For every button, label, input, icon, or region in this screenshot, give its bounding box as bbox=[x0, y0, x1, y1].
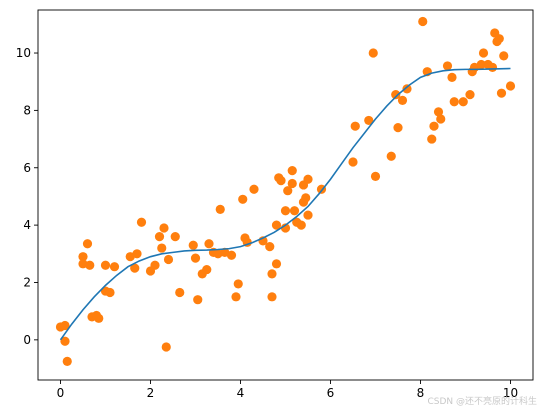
scatter-point bbox=[458, 97, 468, 107]
scatter-point bbox=[449, 97, 459, 107]
scatter-point bbox=[154, 231, 165, 242]
scatter-point bbox=[301, 193, 311, 203]
plot-area bbox=[55, 16, 516, 366]
scatter-point bbox=[442, 61, 453, 71]
y-tick-label: 2 bbox=[23, 275, 31, 289]
scatter-point bbox=[391, 90, 401, 100]
x-tick-label: 0 bbox=[57, 386, 65, 400]
watermark: CSDN @还不亮原的计科生 bbox=[427, 397, 537, 407]
scatter-point bbox=[303, 210, 313, 220]
scatter-point bbox=[231, 292, 241, 302]
axes-frame bbox=[37, 9, 534, 381]
scatter-point bbox=[130, 263, 140, 273]
scatter-point bbox=[494, 34, 504, 44]
scatter-point bbox=[100, 260, 111, 270]
scatter-point bbox=[418, 16, 428, 27]
scatter-point bbox=[78, 252, 88, 262]
scatter-point bbox=[190, 253, 201, 263]
scatter-point bbox=[159, 223, 169, 233]
scatter-point bbox=[267, 292, 277, 302]
y-tick-label: 10 bbox=[16, 46, 31, 60]
scatter-point bbox=[267, 269, 277, 279]
scatter-point bbox=[150, 260, 160, 270]
scatter-point bbox=[202, 264, 212, 275]
fitted-line bbox=[59, 67, 511, 341]
scatter-point bbox=[370, 171, 381, 181]
scatter-point bbox=[402, 84, 412, 94]
x-tick-label: 10 bbox=[503, 386, 518, 400]
scatter-point bbox=[350, 121, 360, 131]
scatter-point bbox=[465, 90, 475, 100]
scatter-point bbox=[476, 59, 486, 70]
scatter-point bbox=[348, 157, 358, 167]
scatter-point bbox=[265, 242, 275, 252]
scatter-point bbox=[175, 287, 185, 298]
scatter-point bbox=[132, 249, 142, 259]
scatter-point bbox=[136, 217, 147, 227]
scatter-point bbox=[505, 81, 516, 91]
scatter-point bbox=[303, 174, 313, 184]
scatter-point bbox=[271, 259, 282, 269]
scatter-point bbox=[94, 313, 104, 323]
scatter-point bbox=[436, 114, 446, 124]
scatter-point bbox=[429, 121, 439, 131]
scatter-point bbox=[163, 254, 174, 265]
scatter-point bbox=[276, 176, 286, 186]
scatter-point bbox=[226, 250, 237, 260]
scatter-point bbox=[215, 204, 225, 214]
scatter-point bbox=[364, 115, 374, 126]
scatter-point bbox=[85, 260, 95, 270]
scatter-point bbox=[82, 239, 93, 249]
scatter-point bbox=[397, 95, 408, 105]
y-tick-label: 0 bbox=[23, 333, 31, 347]
x-tick-label: 6 bbox=[327, 386, 335, 400]
x-tick-label: 4 bbox=[237, 386, 245, 400]
scatter-point bbox=[62, 356, 72, 366]
scatter-point bbox=[233, 279, 243, 289]
scatter-point bbox=[287, 178, 297, 189]
scatter-point bbox=[161, 342, 171, 352]
scatter-point bbox=[393, 122, 403, 133]
scatter-point bbox=[60, 320, 70, 331]
y-tick-label: 6 bbox=[23, 161, 31, 175]
series-group bbox=[55, 16, 516, 366]
scatter-point bbox=[60, 336, 70, 346]
scatter-point bbox=[105, 287, 115, 298]
scatter-point bbox=[289, 206, 300, 216]
scatter-point bbox=[427, 134, 437, 144]
scatter-point bbox=[157, 243, 167, 253]
y-tick-label: 4 bbox=[23, 218, 31, 232]
scatter-point bbox=[271, 220, 282, 230]
scatter-point bbox=[249, 184, 259, 194]
scatter-point bbox=[283, 186, 293, 196]
scatter-point bbox=[170, 231, 180, 242]
scatter-point bbox=[478, 48, 489, 58]
scatter-point bbox=[496, 88, 507, 98]
scatter-point bbox=[487, 62, 498, 72]
x-tick-label: 2 bbox=[147, 386, 155, 400]
scatter-point bbox=[386, 151, 396, 161]
axes: 0 2 4 6 8 10 0 2 4 6 8 10 bbox=[16, 9, 534, 400]
x-tick-label: 8 bbox=[417, 386, 425, 400]
scatter-point bbox=[280, 206, 291, 216]
scatter-point bbox=[238, 194, 248, 204]
y-tick-label: 8 bbox=[23, 103, 31, 117]
scatter-point bbox=[188, 240, 198, 250]
scatter-point bbox=[287, 166, 297, 176]
scatter-point bbox=[499, 51, 509, 61]
scatter-point bbox=[447, 72, 457, 83]
scatter-point bbox=[193, 295, 203, 305]
scatter-point bbox=[296, 220, 306, 230]
scatter-point bbox=[109, 262, 120, 272]
scatter-point bbox=[204, 239, 214, 249]
scatter-point bbox=[368, 48, 378, 58]
scatter-point bbox=[433, 107, 444, 117]
